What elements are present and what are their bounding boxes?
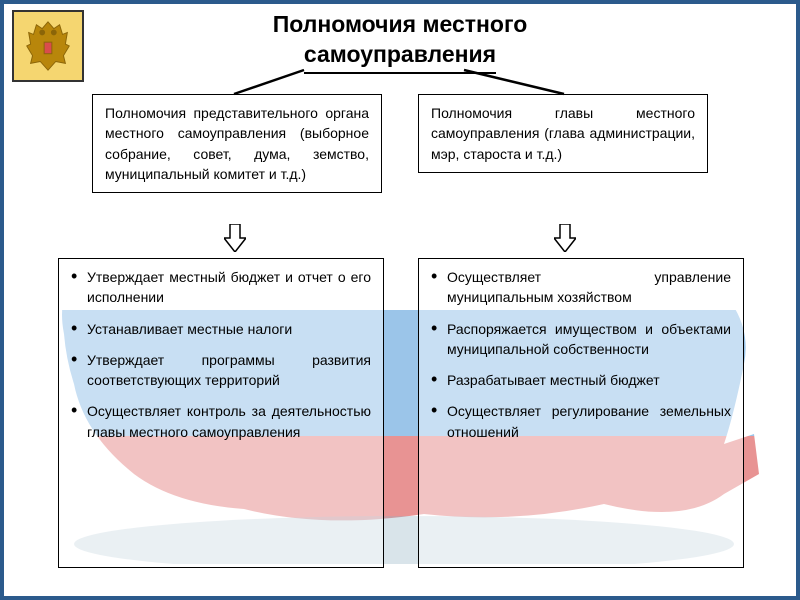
list-item: Осуществляет регулирование земельных отн… (431, 401, 731, 442)
head-list: Осуществляет управление муниципальным хо… (431, 267, 731, 442)
title-line2: самоуправления (304, 40, 496, 74)
list-item: Разрабатывает местный бюджет (431, 370, 731, 390)
box-head-list: Осуществляет управление муниципальным хо… (418, 258, 744, 568)
box-head-powers: Полномочия главы местного самоуправления… (418, 94, 708, 173)
title-line1: Полномочия местного (273, 11, 528, 37)
box-right-top-text: Полномочия главы местного самоуправления… (431, 105, 695, 162)
arrow-down-right (554, 224, 576, 252)
box-left-top-text: Полномочия представительного органа мест… (105, 105, 369, 182)
list-item: Устанавливает местные налоги (71, 319, 371, 339)
representative-list: Утверждает местный бюджет и отчет о его … (71, 267, 371, 442)
box-representative-list: Утверждает местный бюджет и отчет о его … (58, 258, 384, 568)
slide-title: Полномочия местного самоуправления (4, 10, 796, 74)
list-item: Утверждает местный бюджет и отчет о его … (71, 267, 371, 308)
arrow-down-left (224, 224, 246, 252)
box-representative-powers: Полномочия представительного органа мест… (92, 94, 382, 193)
list-item: Осуществляет контроль за деятельностью г… (71, 401, 371, 442)
slide-canvas: Полномочия местного самоуправления Полно… (4, 4, 796, 596)
list-item: Осуществляет управление муниципальным хо… (431, 267, 731, 308)
list-item: Утверждает программы развития соответств… (71, 350, 371, 391)
list-item: Распоряжается имуществом и объектами мун… (431, 319, 731, 360)
